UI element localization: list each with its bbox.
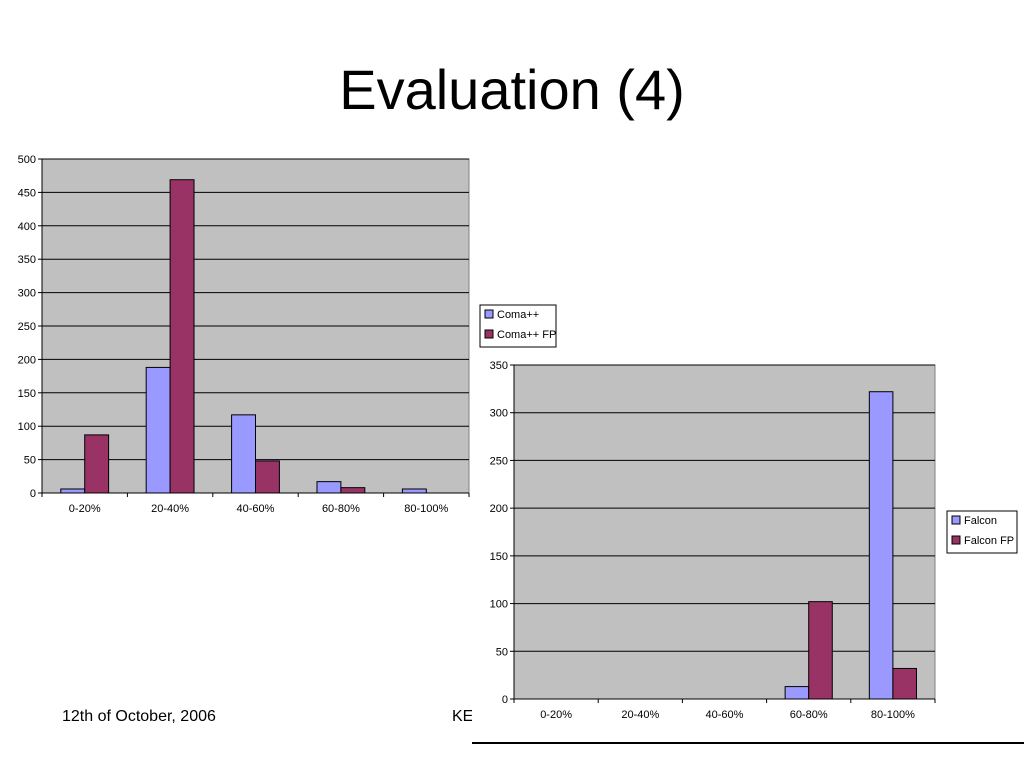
coma-xtick-label: 40-60%	[237, 503, 275, 515]
falcon-bar-b	[808, 601, 833, 700]
falcon-ytick-label: 150	[490, 551, 508, 563]
coma-xtick-label: 80-100%	[404, 503, 448, 515]
footer-date: 12th of October, 2006	[62, 708, 216, 725]
falcon-xtick-label: 60-80%	[790, 709, 828, 721]
coma-legend-label: Coma++ FP	[497, 329, 556, 341]
coma-ytick-label: 400	[18, 221, 36, 233]
divider-line	[472, 742, 1024, 744]
coma-legend-label: Coma++	[497, 309, 539, 321]
falcon-chart-svg: 0 50 100 150 200 250 300 350 0-20% 20-40% 40-60% 60…	[490, 360, 1018, 721]
falcon-ytick-label: 200	[490, 503, 508, 515]
coma-ytick-label: 250	[18, 321, 36, 333]
falcon-bar-a	[868, 391, 894, 700]
falcon-ytick-label: 350	[490, 360, 508, 372]
coma-xtick-label: 60-80%	[322, 503, 360, 515]
coma-bar-b	[340, 487, 366, 494]
falcon-legend-swatch	[951, 535, 961, 545]
falcon-xtick-label: 20-40%	[621, 709, 659, 721]
coma-legend: Coma++ Coma++ FP	[479, 304, 557, 348]
falcon-xtick-label: 80-100%	[871, 709, 915, 721]
coma-legend-swatch	[484, 329, 494, 339]
coma-bar-b	[255, 460, 280, 494]
falcon-chart: 0 50 100 150 200 250 300 350 0-20% 20-40% 40-60% 60…	[472, 352, 1024, 744]
falcon-ytick-label: 50	[496, 646, 508, 658]
coma-ytick-label: 300	[18, 288, 36, 300]
coma-chart-svg: 0 50 100 150 200 250 300 350 400 450 500 0-20% 20-40…	[18, 154, 557, 515]
falcon-legend-swatch	[951, 515, 961, 525]
footer-center-text: KE	[452, 708, 474, 725]
coma-legend-swatch	[484, 309, 494, 319]
falcon-legend: Falcon Falcon FP	[946, 510, 1018, 554]
falcon-xtick-label: 0-20%	[540, 709, 572, 721]
coma-xtick-label: 0-20%	[69, 503, 101, 515]
falcon-legend-label: Falcon FP	[964, 535, 1014, 547]
coma-ytick-label: 0	[30, 488, 36, 500]
falcon-xtick-label: 40-60%	[706, 709, 744, 721]
coma-ytick-label: 200	[18, 354, 36, 366]
coma-ytick-label: 50	[24, 455, 36, 467]
falcon-ytick-label: 0	[502, 694, 508, 706]
coma-ytick-label: 450	[18, 187, 36, 199]
coma-bar-a	[145, 366, 171, 494]
falcon-ytick-label: 100	[490, 599, 508, 611]
falcon-ytick-label: 250	[490, 455, 508, 467]
falcon-bar-a	[784, 686, 810, 700]
falcon-plot-area	[513, 364, 936, 700]
coma-bar-b	[84, 434, 110, 494]
coma-bar-b	[169, 179, 195, 494]
coma-ytick-label: 350	[18, 254, 36, 266]
coma-bar-a	[60, 488, 86, 494]
coma-bar-a	[231, 414, 256, 494]
coma-bar-a	[316, 481, 342, 494]
falcon-bar-b	[892, 667, 917, 700]
slide-title: Evaluation (4)	[339, 58, 685, 121]
falcon-ytick-label: 300	[490, 408, 508, 420]
falcon-legend-label: Falcon	[964, 515, 997, 527]
coma-chart: 0 50 100 150 200 250 300 350 400 450 500 0-20% 20-40…	[0, 148, 560, 528]
coma-bar-a	[401, 488, 427, 494]
coma-ytick-label: 150	[18, 388, 36, 400]
coma-ytick-label: 100	[18, 421, 36, 433]
coma-xtick-label: 20-40%	[151, 503, 189, 515]
coma-ytick-label: 500	[18, 154, 36, 166]
